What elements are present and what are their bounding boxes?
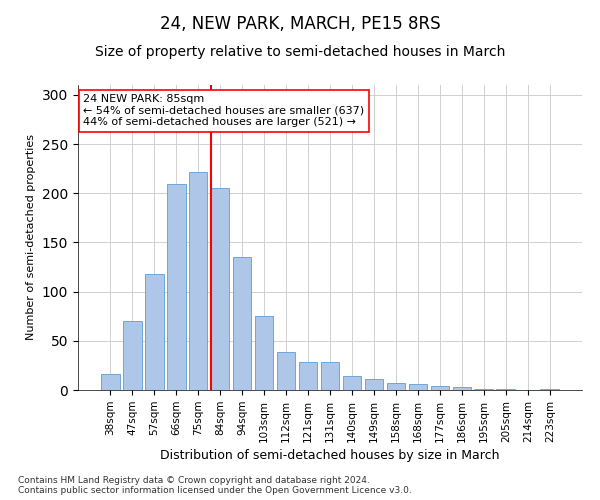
Bar (189, 172, 208, 390)
Bar (145, 274, 164, 390)
Bar (255, 316, 274, 390)
Bar (167, 184, 185, 390)
Bar (431, 386, 449, 390)
Text: Contains HM Land Registry data © Crown copyright and database right 2024.
Contai: Contains HM Land Registry data © Crown c… (18, 476, 412, 495)
Bar (475, 389, 493, 390)
Bar (386, 383, 405, 390)
Text: Size of property relative to semi-detached houses in March: Size of property relative to semi-detach… (95, 45, 505, 59)
Bar (409, 384, 427, 390)
Bar (123, 321, 142, 390)
Bar (343, 376, 361, 390)
Bar (320, 362, 340, 390)
Text: 24 NEW PARK: 85sqm
← 54% of semi-detached houses are smaller (637)
44% of semi-d: 24 NEW PARK: 85sqm ← 54% of semi-detache… (83, 94, 364, 128)
X-axis label: Distribution of semi-detached houses by size in March: Distribution of semi-detached houses by … (160, 449, 500, 462)
Bar (233, 257, 251, 390)
Bar (101, 374, 119, 390)
Bar (211, 188, 229, 390)
Text: 24, NEW PARK, MARCH, PE15 8RS: 24, NEW PARK, MARCH, PE15 8RS (160, 15, 440, 33)
Bar (277, 352, 295, 390)
Bar (299, 362, 317, 390)
Bar (452, 387, 471, 390)
Y-axis label: Number of semi-detached properties: Number of semi-detached properties (26, 134, 37, 340)
Bar (365, 379, 383, 390)
Bar (541, 389, 559, 390)
Bar (496, 389, 515, 390)
